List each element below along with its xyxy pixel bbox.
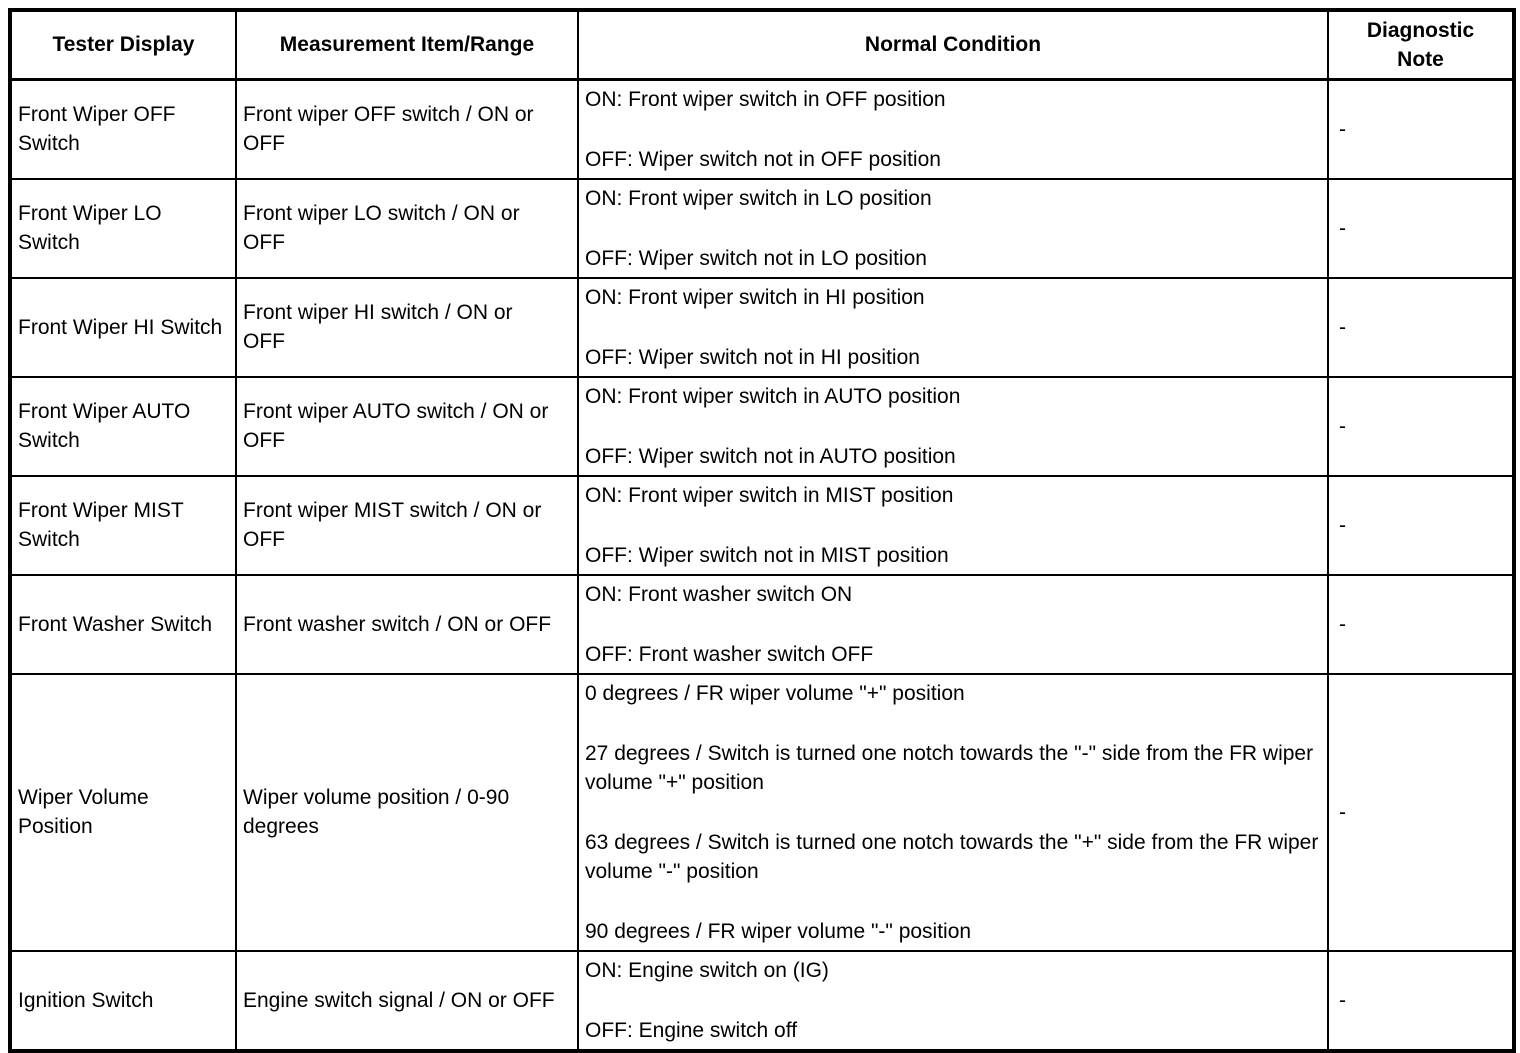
- diagnostic-note-cell: -: [1327, 672, 1515, 952]
- table-row: Front Wiper OFF Switch Front wiper OFF sw…: [9, 78, 1515, 180]
- measurement-cell: Front wiper AUTO switch / ON or OFF: [235, 375, 579, 477]
- header-measurement-item-range: Measurement Item/Range: [235, 9, 579, 81]
- table-row: Front Wiper HI Switch Front wiper HI swit…: [9, 276, 1515, 378]
- condition-entry: OFF: Front washer switch OFF: [585, 642, 874, 666]
- table-row: Front Washer Switch Front washer switch /…: [9, 573, 1515, 675]
- condition-entry: ON: Front wiper switch in HI position: [585, 285, 925, 309]
- tester-display-cell: Ignition Switch: [9, 949, 237, 1052]
- tester-display-cell: Front Wiper LO Switch: [9, 177, 237, 279]
- measurement-cell: Front wiper HI switch / ON or OFF: [235, 276, 579, 378]
- condition-entry: ON: Front wiper switch in OFF position: [585, 87, 946, 111]
- table-header: Tester Display Measurement Item/Range No…: [9, 9, 1515, 81]
- table-row: Front Wiper LO Switch Front wiper LO swit…: [9, 177, 1515, 279]
- header-diagnostic-note: Diagnostic Note: [1327, 9, 1515, 81]
- condition-entry: OFF: Wiper switch not in OFF position: [585, 147, 941, 171]
- diagnostic-note-cell: -: [1327, 78, 1515, 180]
- normal-condition-cell: ON: Front wiper switch in MIST position O…: [577, 474, 1329, 576]
- diagnostic-note-cell: -: [1327, 573, 1515, 675]
- condition-entry: ON: Front wiper switch in LO position: [585, 186, 932, 210]
- table-row: Wiper Volume Position Wiper volume positi…: [9, 672, 1515, 952]
- header-normal-condition: Normal Condition: [577, 9, 1329, 81]
- measurement-cell: Front wiper LO switch / ON or OFF: [235, 177, 579, 279]
- table-row: Front Wiper AUTO Switch Front wiper AUTO …: [9, 375, 1515, 477]
- normal-condition-cell: 0 degrees / FR wiper volume "+" position…: [577, 672, 1329, 952]
- condition-entry: 0 degrees / FR wiper volume "+" position: [585, 681, 965, 705]
- header-tester-display: Tester Display: [9, 9, 237, 81]
- normal-condition-cell: ON: Front wiper switch in HI position OFF…: [577, 276, 1329, 378]
- condition-entry: ON: Front washer switch ON: [585, 582, 853, 606]
- condition-entry: OFF: Wiper switch not in AUTO position: [585, 444, 956, 468]
- tester-display-cell: Wiper Volume Position: [9, 672, 237, 952]
- measurement-cell: Wiper volume position / 0-90 degrees: [235, 672, 579, 952]
- measurement-cell: Front washer switch / ON or OFF: [235, 573, 579, 675]
- table-row: Front Wiper MIST Switch Front wiper MIST …: [9, 474, 1515, 576]
- condition-entry: 27 degrees / Switch is turned one notch …: [585, 741, 1314, 794]
- diagnostic-note-cell: -: [1327, 375, 1515, 477]
- measurement-cell: Front wiper OFF switch / ON or OFF: [235, 78, 579, 180]
- table-body: Front Wiper OFF Switch Front wiper OFF sw…: [9, 78, 1515, 1052]
- condition-entry: 63 degrees / Switch is turned one notch …: [585, 830, 1319, 883]
- tester-display-cell: Front Washer Switch: [9, 573, 237, 675]
- condition-entry: OFF: Wiper switch not in LO position: [585, 246, 927, 270]
- tester-display-cell: Front Wiper AUTO Switch: [9, 375, 237, 477]
- normal-condition-cell: ON: Front washer switch ON OFF: Front was…: [577, 573, 1329, 675]
- normal-condition-cell: ON: Front wiper switch in LO position OFF…: [577, 177, 1329, 279]
- measurement-cell: Front wiper MIST switch / ON or OFF: [235, 474, 579, 576]
- condition-entry: 90 degrees / FR wiper volume "-" positio…: [585, 919, 972, 943]
- diagnostic-note-cell: -: [1327, 276, 1515, 378]
- table-row: Ignition Switch Engine switch signal / ON…: [9, 949, 1515, 1052]
- condition-entry: ON: Front wiper switch in MIST position: [585, 483, 954, 507]
- condition-entry: OFF: Engine switch off: [585, 1018, 798, 1042]
- header-row: Tester Display Measurement Item/Range No…: [9, 9, 1515, 81]
- normal-condition-cell: ON: Front wiper switch in AUTO position O…: [577, 375, 1329, 477]
- normal-condition-cell: ON: Engine switch on (IG) OFF: Engine swi…: [577, 949, 1329, 1052]
- measurement-cell: Engine switch signal / ON or OFF: [235, 949, 579, 1052]
- data-list-table: Tester Display Measurement Item/Range No…: [8, 8, 1516, 1053]
- normal-condition-cell: ON: Front wiper switch in OFF position OF…: [577, 78, 1329, 180]
- tester-display-cell: Front Wiper HI Switch: [9, 276, 237, 378]
- condition-entry: OFF: Wiper switch not in HI position: [585, 345, 920, 369]
- diagnostic-note-cell: -: [1327, 474, 1515, 576]
- tester-display-cell: Front Wiper OFF Switch: [9, 78, 237, 180]
- condition-entry: ON: Engine switch on (IG): [585, 958, 829, 982]
- diagnostic-note-cell: -: [1327, 949, 1515, 1052]
- condition-entry: ON: Front wiper switch in AUTO position: [585, 384, 961, 408]
- tester-display-cell: Front Wiper MIST Switch: [9, 474, 237, 576]
- condition-entry: OFF: Wiper switch not in MIST position: [585, 543, 949, 567]
- diagnostic-note-cell: -: [1327, 177, 1515, 279]
